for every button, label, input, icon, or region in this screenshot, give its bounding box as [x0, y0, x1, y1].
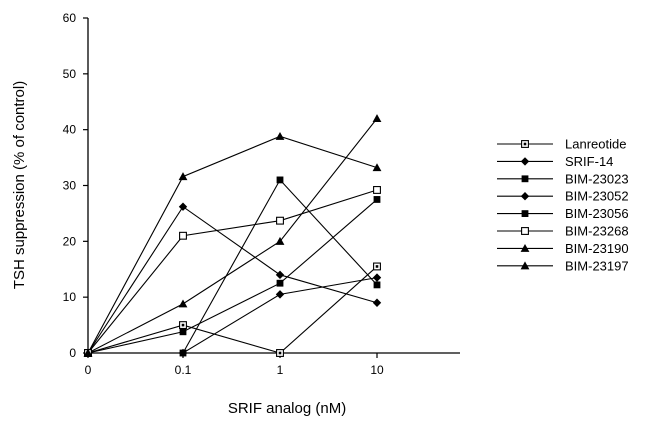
data-point	[179, 349, 187, 357]
series-line-6	[87, 135, 378, 354]
series-line-3	[87, 205, 378, 354]
data-point	[276, 216, 284, 225]
legend-marker	[521, 175, 529, 183]
legend: Lanreotide SRIF-14 BIM-23023 BIM-23052 BIM-2…	[497, 137, 629, 273]
legend-item: BIM-23052	[497, 189, 629, 204]
x-tick-label: 0	[85, 363, 92, 377]
legend-label: SRIF-14	[565, 154, 613, 169]
legend-label: BIM-23056	[565, 206, 629, 221]
y-tick-label: 50	[63, 67, 77, 81]
data-point	[372, 273, 382, 282]
data-point	[372, 163, 382, 172]
data-point	[373, 186, 381, 194]
series-line-0	[87, 266, 378, 354]
series-line-2	[88, 178, 378, 354]
legend-marker	[520, 192, 530, 201]
legend-item: BIM-23023	[497, 171, 629, 186]
legend-item: SRIF-14	[497, 154, 613, 169]
legend-label: BIM-23268	[565, 224, 629, 239]
legend-label: Lanreotide	[565, 137, 626, 152]
data-point	[83, 348, 93, 357]
legend-marker	[520, 244, 530, 252]
data-point	[275, 290, 285, 299]
y-tick-label: 60	[63, 11, 77, 25]
series-line-7	[87, 118, 378, 354]
series-line-5	[87, 189, 378, 354]
data-point	[275, 131, 285, 140]
data-point	[373, 281, 381, 289]
legend-marker	[521, 140, 529, 148]
legend-label: BIM-23190	[565, 241, 629, 256]
y-tick-label: 40	[63, 123, 77, 137]
y-tick-label: 20	[63, 234, 77, 248]
legend-marker	[521, 210, 529, 217]
data-point	[372, 114, 382, 123]
data-point	[179, 321, 187, 330]
legend-label: BIM-23023	[565, 171, 629, 186]
data-point	[372, 298, 382, 307]
data-point	[275, 236, 285, 245]
legend-label: BIM-23197	[565, 258, 629, 273]
y-tick-label: 0	[69, 346, 76, 360]
legend-label: BIM-23052	[565, 189, 629, 204]
data-point	[276, 176, 284, 184]
data-point	[178, 299, 188, 308]
data-point	[178, 202, 188, 211]
data-point	[373, 262, 381, 271]
y-tick-label: 10	[63, 290, 77, 304]
data-point	[179, 231, 187, 240]
x-axis-label: SRIF analog (nM)	[228, 400, 346, 417]
legend-item: BIM-23190	[497, 241, 629, 256]
data-point	[275, 270, 285, 280]
y-tick-label: 30	[63, 179, 77, 193]
data-point	[276, 349, 284, 357]
series-line-4	[87, 199, 378, 354]
data-point	[276, 279, 284, 287]
legend-marker	[520, 157, 530, 166]
y-axis-label: TSH suppression (% of control)	[11, 81, 28, 289]
plot-area: 0 10 20 30 40 50 60 0 0.1 1 10	[63, 11, 460, 377]
legend-marker	[520, 261, 530, 270]
legend-item: BIM-23268	[497, 224, 629, 239]
data-point	[178, 172, 188, 181]
legend-item: BIM-23197	[497, 258, 629, 273]
legend-item: Lanreotide	[497, 137, 626, 152]
data-point	[373, 196, 381, 203]
legend-item: BIM-23056	[497, 206, 629, 221]
x-tick-label: 0.1	[175, 363, 192, 377]
series-line-1	[88, 277, 378, 354]
legend-marker	[521, 227, 529, 235]
x-tick-label: 10	[370, 363, 384, 377]
data-point	[179, 328, 187, 336]
x-tick-label: 1	[277, 363, 284, 377]
